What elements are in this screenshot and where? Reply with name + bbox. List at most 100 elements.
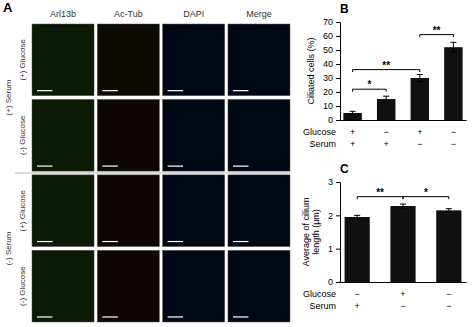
significance-label: * <box>367 79 371 90</box>
bar <box>345 217 370 282</box>
y-tick-label: 30 <box>323 73 333 83</box>
scale-bar <box>102 90 118 91</box>
panel-title: A <box>3 0 13 15</box>
category-label: + <box>355 301 360 311</box>
y-axis-line <box>336 183 341 283</box>
y-tick: 30 <box>323 73 340 83</box>
figure: AArl13bAc-TubDAPIMerge(+) Glucose(-) Glu… <box>0 0 474 327</box>
y-tick-label: 0 <box>328 115 333 125</box>
y-tick: 50 <box>323 45 340 55</box>
error-bar <box>383 96 389 102</box>
error-bar <box>446 209 452 212</box>
scale-bar <box>37 165 53 166</box>
category-label: + <box>350 127 355 137</box>
plot-area <box>343 42 462 120</box>
column-label: Arl13b <box>50 9 76 19</box>
y-tick-label: 60 <box>323 31 333 41</box>
y-axis: 010203040506070 <box>323 17 341 125</box>
significance-label: ** <box>376 187 384 198</box>
scale-bar <box>233 316 249 317</box>
column-label: Merge <box>246 9 272 19</box>
category-label: + <box>417 127 422 137</box>
y-axis: 0 1 2 3 <box>328 177 341 287</box>
group-label: (-) Serum <box>4 231 13 265</box>
panel-title: C <box>340 162 349 176</box>
y-tick-line <box>336 64 340 65</box>
error-bar <box>450 42 456 52</box>
image-cell <box>228 175 290 247</box>
scale-bar <box>168 90 184 91</box>
image-cell <box>163 99 225 171</box>
y-tick-line <box>336 22 340 23</box>
error-bar <box>350 111 356 114</box>
scale-bar <box>233 165 249 166</box>
y-tick-line <box>336 36 340 37</box>
y-tick-line <box>336 282 340 283</box>
scale-bar <box>37 316 53 317</box>
scale-bar <box>37 90 53 91</box>
image-cell <box>32 175 94 247</box>
y-axis-label: Ciliated cells (%) <box>306 37 316 104</box>
category-label: + <box>400 289 405 299</box>
image-cell <box>32 24 94 96</box>
image-cell <box>97 250 159 322</box>
y-tick-line <box>336 78 340 79</box>
significance-label: ** <box>382 60 390 71</box>
category-label: − <box>446 289 451 299</box>
y-tick-line <box>336 106 340 107</box>
image-cell <box>32 250 94 322</box>
y-axis-label: Average of ciliumlength (μm) <box>301 198 321 267</box>
image-cell <box>228 250 290 322</box>
y-tick: 10 <box>323 101 340 111</box>
bar-panel: 010203040506070Ciliated cells (%)BGlucos… <box>303 2 467 149</box>
category-label: + <box>350 139 355 149</box>
y-tick: 3 <box>328 177 340 187</box>
y-tick: 60 <box>323 31 340 41</box>
error-bar <box>417 75 423 82</box>
row-label: (-) Glucose <box>18 266 27 306</box>
image-cell <box>97 99 159 171</box>
category-label: − <box>451 139 456 149</box>
category-level-label: Serum <box>309 139 336 149</box>
y-tick: 0 <box>328 277 340 287</box>
y-tick-line <box>336 215 340 216</box>
error-bar <box>354 215 360 218</box>
image-cell <box>32 99 94 171</box>
y-tick-label: 50 <box>323 45 333 55</box>
plot-area <box>345 204 462 282</box>
y-tick: 2 <box>328 211 340 221</box>
y-tick-label: 40 <box>323 59 333 69</box>
error-bar <box>400 204 406 208</box>
y-tick-label: 1 <box>328 244 333 254</box>
scale-bar <box>168 316 184 317</box>
y-tick: 40 <box>323 59 340 69</box>
scale-bar <box>233 241 249 242</box>
category-level-label: Serum <box>309 301 336 311</box>
image-cell <box>228 24 290 96</box>
image-cell <box>163 175 225 247</box>
scale-bar <box>168 165 184 166</box>
y-tick-line <box>336 92 340 93</box>
panel-title: B <box>340 2 349 16</box>
group-separator <box>15 173 290 174</box>
category-label: − <box>417 139 422 149</box>
image-grid: AArl13bAc-TubDAPIMerge(+) Glucose(-) Glu… <box>3 0 290 322</box>
row-label: (+) Glucose <box>18 189 27 231</box>
y-tick: 70 <box>323 17 340 27</box>
scale-bar <box>102 316 118 317</box>
row-label: (-) Glucose <box>18 115 27 155</box>
category-label: + <box>384 139 389 149</box>
scale-bar <box>37 241 53 242</box>
y-axis-line <box>336 23 341 121</box>
image-cell <box>163 250 225 322</box>
y-tick-label: 10 <box>323 101 333 111</box>
x-axis <box>341 120 467 121</box>
category-label: − <box>384 127 389 137</box>
bar <box>444 47 462 120</box>
y-tick-line <box>336 50 340 51</box>
category-level-label: Glucose <box>303 127 336 137</box>
y-tick-label: 3 <box>328 177 333 187</box>
y-tick-line <box>336 182 340 183</box>
significance-label: * <box>424 187 428 198</box>
y-tick-line <box>336 249 340 250</box>
